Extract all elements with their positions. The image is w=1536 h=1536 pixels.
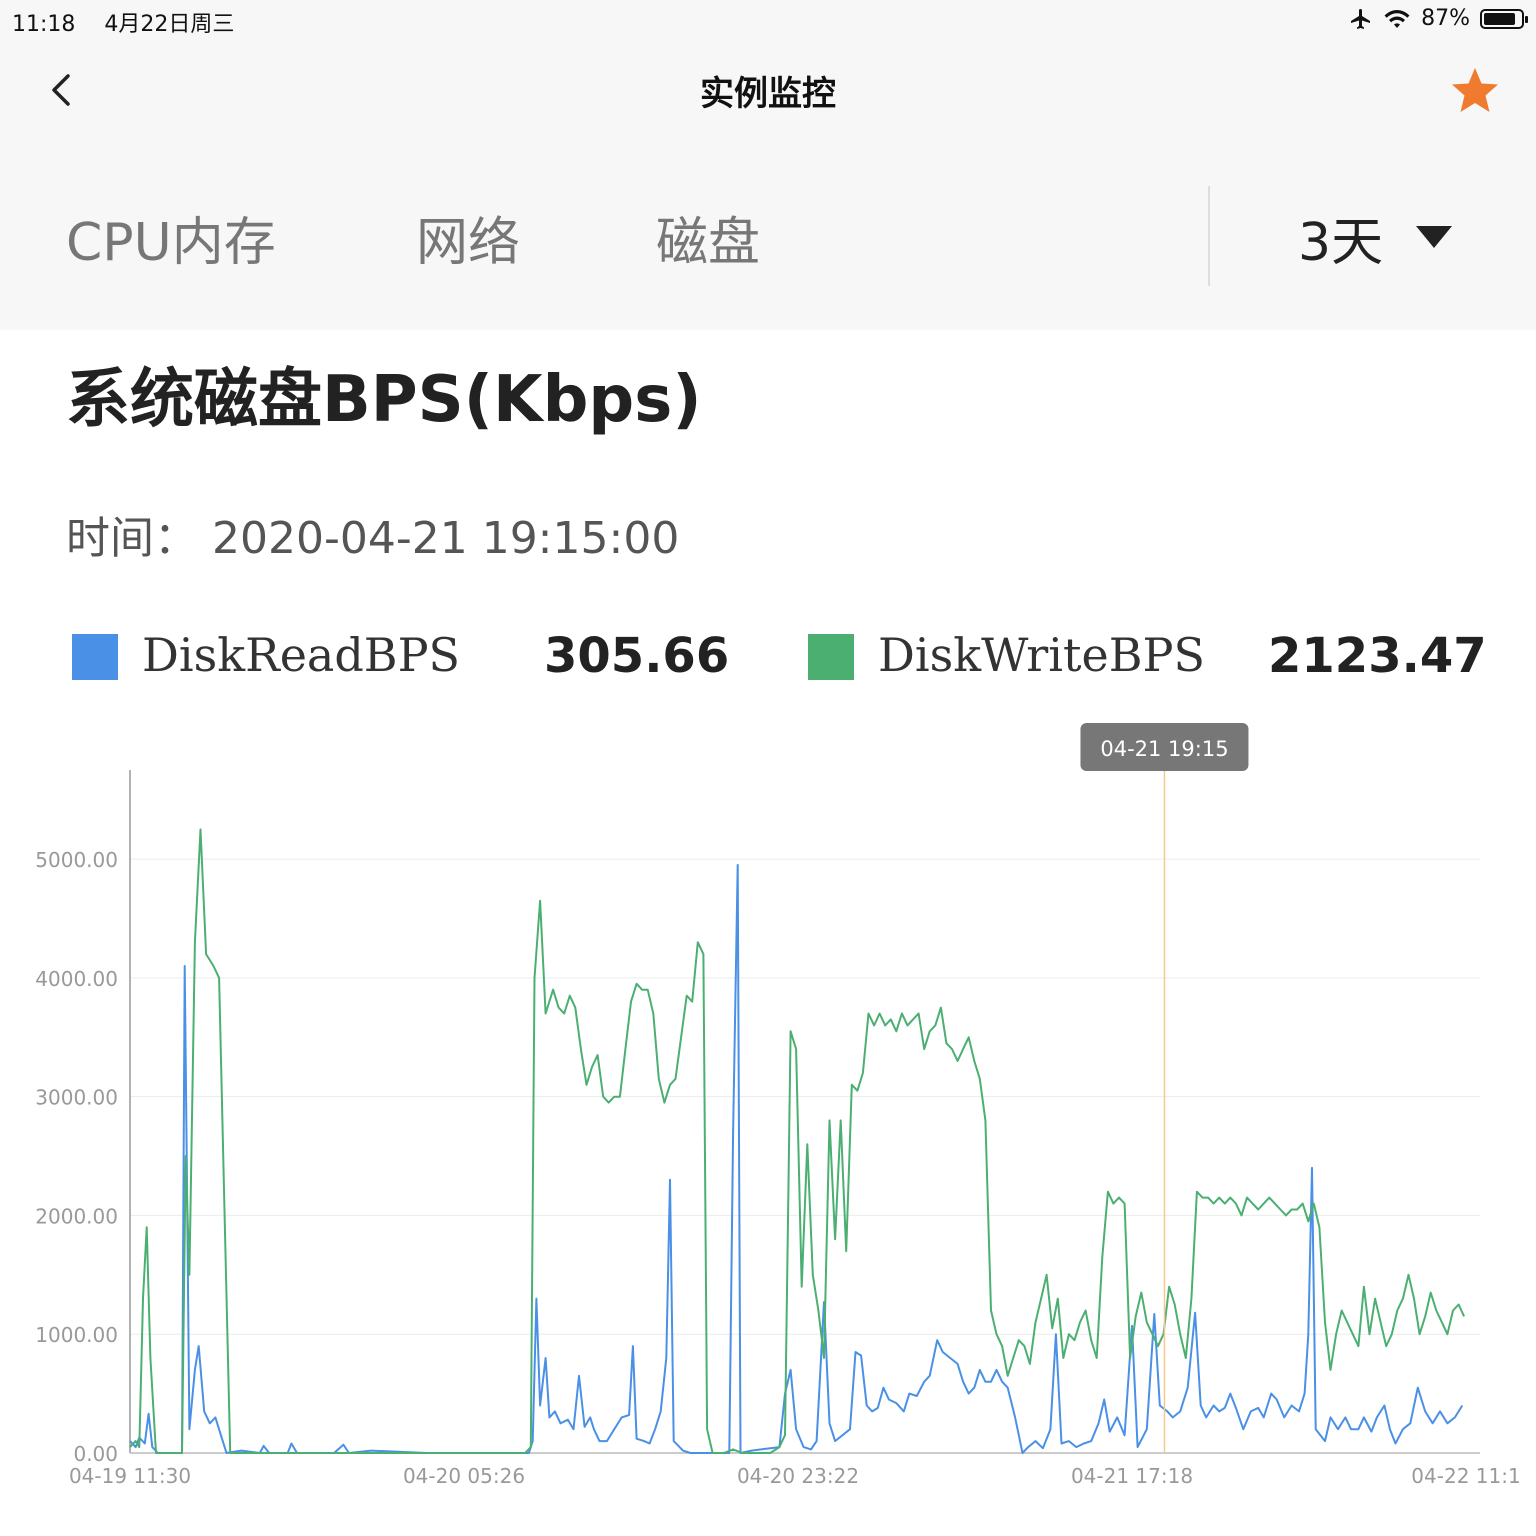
triangle-down-icon[interactable] xyxy=(1414,224,1454,250)
legend-value-write: 2123.47 xyxy=(1268,628,1487,684)
series-line-DiskWriteBPS xyxy=(129,828,1466,1454)
battery-icon xyxy=(1480,8,1528,29)
battery-percent: 87% xyxy=(1421,6,1470,31)
tab-disk[interactable]: 磁盘 xyxy=(656,213,761,273)
tab-divider xyxy=(1208,186,1210,286)
y-tick-label: 0.00 xyxy=(73,1442,118,1466)
time-value: 2020-04-21 19:15:00 xyxy=(212,513,680,564)
cursor-tooltip xyxy=(1080,723,1249,771)
legend-swatch-read xyxy=(72,634,118,680)
legend-value-read: 305.66 xyxy=(544,628,730,684)
page-title: 实例监控 xyxy=(700,74,836,114)
x-tick-label: 04-19 11:30 xyxy=(69,1464,191,1488)
x-tick-label: 04-20 05:26 xyxy=(403,1464,525,1488)
time-readout: 时间： 2020-04-21 19:15:00 xyxy=(66,502,679,566)
y-tick-label: 3000.00 xyxy=(35,1086,118,1110)
series-line-DiskReadBPS xyxy=(129,864,1464,1454)
y-tick-label: 1000.00 xyxy=(35,1323,118,1347)
airplane-icon xyxy=(1351,8,1371,29)
status-date: 4月22日周三 xyxy=(104,12,235,37)
status-bar-right: 87% xyxy=(1349,6,1528,31)
header-zone xyxy=(0,0,1536,330)
disk-bps-chart[interactable]: 0.00 1000.00 2000.00 3000.00 4000.00 5000.00 0… xyxy=(0,700,1536,1510)
legend-name-write: DiskWriteBPS xyxy=(878,628,1205,682)
star-icon xyxy=(1452,68,1498,112)
y-tick-label: 5000.00 xyxy=(35,848,118,872)
y-tick-label: 2000.00 xyxy=(35,1204,118,1228)
cursor-label: 04-21 19:15 xyxy=(1100,737,1228,761)
y-tick-label: 4000.00 xyxy=(35,967,118,991)
x-tick-label: 04-22 11:1 xyxy=(1411,1464,1520,1488)
status-time: 11:18 xyxy=(12,12,76,37)
x-tick-label: 04-21 17:18 xyxy=(1071,1464,1193,1488)
wifi-icon xyxy=(1384,9,1410,28)
chart-title: 系统磁盘BPS(Kbps) xyxy=(66,363,702,437)
legend-swatch-write xyxy=(808,634,854,680)
favorite-button[interactable] xyxy=(1448,64,1502,118)
status-bar-left: 11:18 4月22日周三 xyxy=(12,6,234,38)
tab-cpu-memory[interactable]: CPU内存 xyxy=(66,213,276,273)
back-button[interactable] xyxy=(40,62,80,118)
legend-name-read: DiskReadBPS xyxy=(142,628,461,682)
tab-network[interactable]: 网络 xyxy=(416,213,521,273)
period-select[interactable]: 3天 xyxy=(1298,213,1384,273)
x-tick-label: 04-20 23:22 xyxy=(737,1464,859,1488)
chevron-left-icon xyxy=(52,74,70,106)
time-label: 时间： xyxy=(66,513,198,564)
